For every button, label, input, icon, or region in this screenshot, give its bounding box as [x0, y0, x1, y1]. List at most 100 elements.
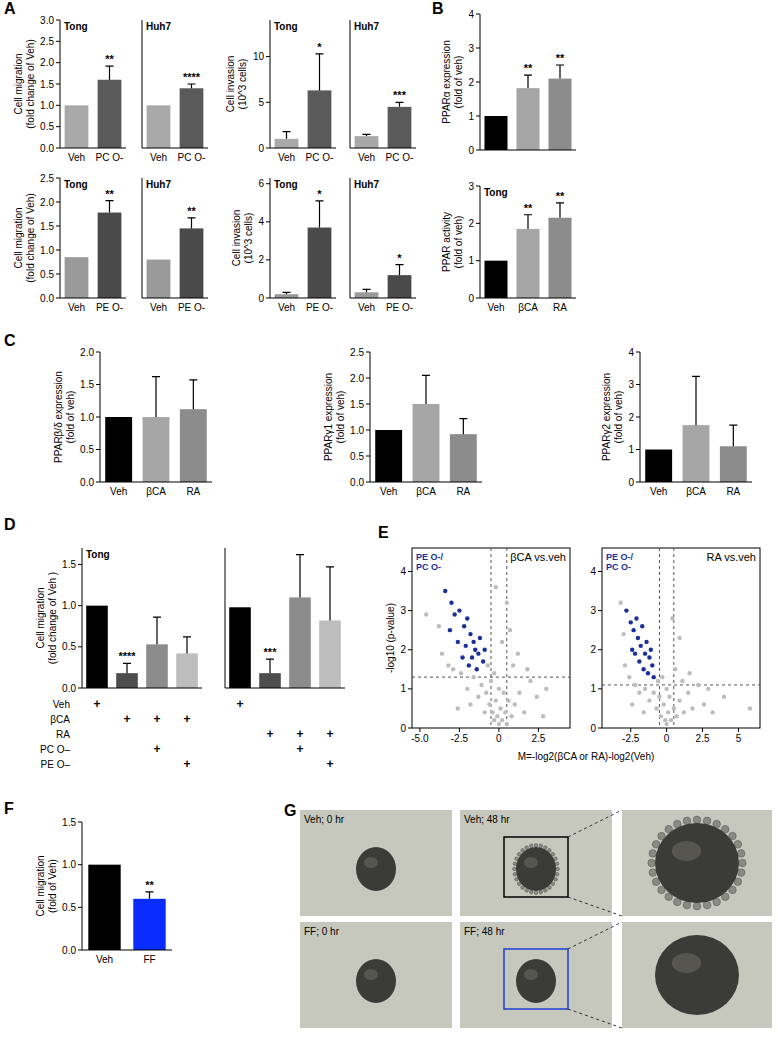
y-tick: [366, 378, 370, 379]
y-tick: [266, 259, 270, 260]
point: [629, 620, 633, 624]
point: [482, 710, 486, 714]
y-axis-title: Cell migration: [35, 587, 46, 648]
point: [471, 675, 475, 679]
point: [468, 702, 472, 706]
point: [621, 632, 625, 636]
micrograph: [300, 810, 452, 916]
y-axis: [142, 178, 143, 298]
bars: [484, 203, 571, 298]
significance: ****: [118, 650, 136, 662]
bars: [65, 201, 122, 298]
point: [449, 601, 453, 605]
y-tick: [636, 384, 640, 385]
point: [652, 675, 656, 679]
significance: **: [524, 202, 533, 214]
x-tick-label: Veh: [150, 302, 167, 313]
error-bar: [153, 617, 161, 644]
bars: [105, 377, 207, 482]
x-tick-label: FF: [143, 954, 155, 965]
point: [706, 687, 710, 691]
spheroid-shade: [364, 969, 378, 980]
error-bar: [556, 65, 564, 79]
y-tick-label: 0: [468, 293, 474, 304]
error-bar: [316, 201, 324, 228]
point: [644, 640, 648, 644]
y-tick: [96, 482, 100, 483]
cell-protrusion: [739, 859, 747, 867]
point: [674, 714, 678, 718]
y-tick-label: 0.5: [62, 641, 76, 652]
bar: [388, 107, 412, 148]
y-axis-title: (fold of veh): [335, 391, 346, 444]
design-mark: +: [153, 712, 160, 726]
cell-protrusion: [513, 867, 517, 871]
x-tick: [702, 728, 703, 732]
bar-chart: Veh**FF0.00.51.01.5Cell migration(fold o…: [35, 817, 172, 966]
x-tick-label: RA: [726, 486, 740, 497]
point: [517, 691, 521, 695]
figure: Veh**PC O-0.00.51.01.52.02.53.0Cell migr…: [0, 0, 778, 1062]
y-tick: [476, 186, 480, 187]
bars: [229, 555, 341, 688]
bar: [147, 260, 171, 298]
bar: [86, 606, 108, 688]
x-tick-label: 0: [664, 733, 670, 744]
bar: [355, 292, 379, 298]
point: [489, 679, 493, 683]
x-tick-label: PC O-: [96, 152, 124, 163]
point: [501, 691, 505, 695]
y-tick: [476, 116, 480, 117]
x-tick-label: Veh: [358, 152, 375, 163]
y-tick: [598, 649, 602, 650]
y-tick: [266, 56, 270, 57]
x-tick-label: Veh: [110, 486, 127, 497]
x-tick-label: -2.5: [622, 733, 640, 744]
error-bar: [188, 218, 196, 229]
y-tick-label: 0: [468, 145, 474, 156]
bar: [98, 80, 122, 148]
x-axis: [350, 148, 416, 149]
zoom-line: [568, 1009, 622, 1028]
y-tick: [366, 456, 370, 457]
error-bar: [692, 376, 700, 425]
y-tick: [56, 274, 60, 275]
y-tick-label: 1: [400, 683, 406, 694]
cell-protrusion: [529, 890, 533, 894]
image-label: FF; 48 hr: [464, 926, 505, 937]
y-tick: [366, 352, 370, 353]
legend-entry: PE O-/PC O-: [416, 552, 444, 572]
x-tick-label: 5: [736, 733, 742, 744]
y-tick: [408, 649, 412, 650]
point: [490, 710, 494, 714]
y-axis-title: PPARα expression: [441, 40, 452, 123]
y-axis-title: Cell invasion: [225, 56, 236, 113]
x-tick-label: Veh: [650, 486, 667, 497]
bar: [259, 673, 281, 688]
y-axis-title: (fold of veh): [65, 391, 76, 444]
plot-frame: [602, 548, 760, 728]
y-tick: [598, 688, 602, 689]
point: [649, 648, 653, 652]
spheroid-shade: [672, 841, 701, 861]
y-tick: [96, 352, 100, 353]
y-tick-label: 4: [400, 566, 406, 577]
point: [492, 718, 496, 722]
bar: [105, 417, 132, 482]
y-tick: [56, 62, 60, 63]
point: [677, 636, 681, 640]
point: [525, 667, 529, 671]
error-bar: [183, 637, 191, 653]
zoom-box: [504, 949, 568, 1009]
point: [646, 671, 650, 675]
point: [624, 608, 628, 612]
spheroid: [356, 959, 396, 1003]
point: [482, 648, 486, 652]
error-bar: [146, 892, 154, 899]
design-row-label: RA: [56, 729, 70, 740]
point: [650, 663, 654, 667]
x-tick-label: Veh: [96, 954, 113, 965]
cell-protrusion: [693, 902, 701, 910]
error-bar: [422, 375, 430, 404]
point: [637, 659, 641, 663]
